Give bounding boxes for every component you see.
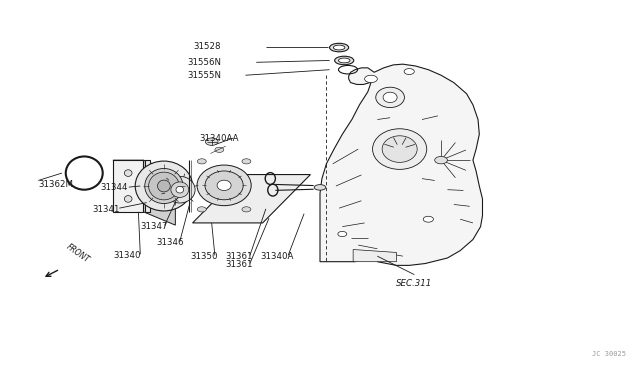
Ellipse shape xyxy=(148,172,179,200)
Polygon shape xyxy=(113,160,175,173)
Ellipse shape xyxy=(314,185,326,190)
Polygon shape xyxy=(353,250,396,262)
Text: 31347: 31347 xyxy=(140,222,168,231)
Ellipse shape xyxy=(339,58,350,63)
Ellipse shape xyxy=(197,165,251,206)
Polygon shape xyxy=(113,160,143,212)
Circle shape xyxy=(338,231,347,237)
Ellipse shape xyxy=(171,182,189,198)
Text: 31340: 31340 xyxy=(113,251,140,260)
Polygon shape xyxy=(320,64,483,265)
Circle shape xyxy=(205,138,218,145)
Text: 31346: 31346 xyxy=(156,238,184,247)
Circle shape xyxy=(197,207,206,212)
Circle shape xyxy=(197,159,206,164)
Polygon shape xyxy=(143,160,175,225)
Ellipse shape xyxy=(176,186,184,193)
Text: 31362M: 31362M xyxy=(38,180,74,189)
Text: 31556N: 31556N xyxy=(188,58,221,67)
Ellipse shape xyxy=(333,45,345,50)
Circle shape xyxy=(423,216,433,222)
Ellipse shape xyxy=(124,196,132,202)
Ellipse shape xyxy=(205,171,243,200)
Text: 31350: 31350 xyxy=(190,252,218,261)
Text: 31555N: 31555N xyxy=(188,71,221,80)
Ellipse shape xyxy=(382,136,417,162)
Text: 31528: 31528 xyxy=(194,42,221,51)
Circle shape xyxy=(242,159,251,164)
Ellipse shape xyxy=(383,92,397,103)
Text: 31341: 31341 xyxy=(93,205,120,214)
Text: 31340AA: 31340AA xyxy=(199,134,239,142)
Text: 31361: 31361 xyxy=(226,260,253,269)
Circle shape xyxy=(242,207,251,212)
Circle shape xyxy=(435,157,447,164)
Text: 31361: 31361 xyxy=(226,252,253,261)
Ellipse shape xyxy=(124,170,132,176)
Ellipse shape xyxy=(335,56,354,65)
Text: FRONT: FRONT xyxy=(65,242,92,264)
Ellipse shape xyxy=(330,43,349,52)
Ellipse shape xyxy=(145,169,183,203)
Ellipse shape xyxy=(376,87,404,108)
Circle shape xyxy=(365,75,378,83)
Circle shape xyxy=(404,68,414,74)
Circle shape xyxy=(215,147,224,153)
Text: 31344: 31344 xyxy=(100,183,127,192)
Polygon shape xyxy=(145,160,150,212)
Text: 31340A: 31340A xyxy=(260,252,294,261)
Ellipse shape xyxy=(135,161,193,211)
Text: SEC.311: SEC.311 xyxy=(396,279,433,288)
Ellipse shape xyxy=(372,129,427,169)
Text: JC 30025: JC 30025 xyxy=(592,350,626,357)
Ellipse shape xyxy=(164,176,195,203)
Ellipse shape xyxy=(157,180,170,192)
Ellipse shape xyxy=(217,180,231,190)
Polygon shape xyxy=(193,174,310,223)
